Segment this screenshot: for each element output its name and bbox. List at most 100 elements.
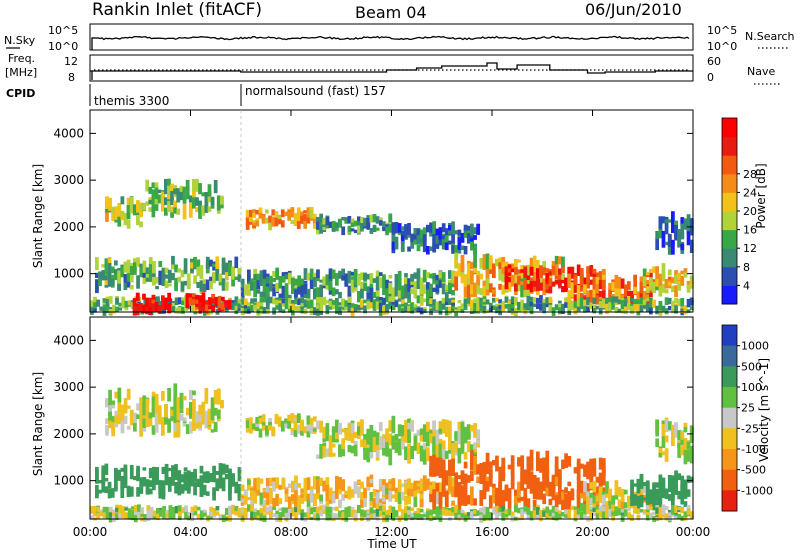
echo-cell	[259, 478, 264, 484]
echo-cell	[209, 306, 214, 315]
echo-cell	[592, 500, 597, 511]
echo-cell	[523, 509, 528, 514]
echo-cell	[306, 424, 311, 432]
echo-cell	[463, 461, 468, 469]
echo-cell	[174, 307, 179, 314]
echo-cell	[127, 300, 132, 306]
echo-cell	[360, 272, 364, 280]
echo-cell	[661, 424, 666, 437]
echo-cell	[407, 510, 411, 515]
echo-cell	[671, 434, 675, 446]
echo-cell	[536, 451, 540, 472]
echo-cell	[268, 222, 272, 231]
echo-cell	[205, 491, 210, 496]
echo-cell	[221, 257, 226, 268]
echo-cell	[432, 275, 437, 280]
echo-cell	[510, 481, 515, 485]
echo-cell	[213, 421, 218, 430]
echo-cell	[667, 476, 672, 488]
echo-cell	[583, 507, 587, 515]
echo-cell	[426, 290, 430, 298]
echo-cell	[664, 506, 669, 511]
echo-cell	[671, 300, 675, 308]
echo-cell	[441, 235, 446, 240]
echo-cell	[391, 478, 396, 492]
echo-cell	[426, 447, 430, 462]
echo-cell	[485, 253, 490, 270]
echo-cell	[341, 299, 346, 306]
echo-cell	[319, 225, 324, 234]
echo-cell	[325, 498, 330, 506]
echo-cell	[542, 459, 547, 481]
echo-cell	[671, 424, 675, 440]
site-title: Rankin Inlet (fitACF)	[92, 0, 262, 20]
echo-cell	[378, 303, 383, 312]
echo-cell	[542, 306, 547, 314]
echo-cell	[165, 509, 170, 514]
echo-cell	[686, 298, 691, 308]
echo-cell	[492, 507, 496, 515]
echo-cell	[517, 275, 521, 285]
echo-cell	[123, 405, 128, 411]
echo-cell	[485, 309, 490, 313]
echo-cell	[363, 272, 367, 279]
echo-cell	[507, 488, 512, 498]
echo-cell	[671, 239, 675, 255]
echo-cell	[520, 508, 525, 515]
echo-cell	[158, 481, 163, 495]
echo-cell	[674, 305, 678, 314]
echo-cell	[457, 229, 462, 236]
echo-cell	[366, 432, 371, 442]
echo-cell	[457, 306, 462, 312]
echo-cell	[576, 489, 581, 510]
echo-cell	[674, 303, 678, 307]
echo-cell	[357, 505, 361, 512]
echo-cell	[316, 292, 320, 300]
echo-cell	[328, 298, 333, 303]
echo-cell	[448, 472, 452, 492]
echo-cell	[400, 301, 405, 308]
echo-cell	[297, 298, 302, 305]
echo-cell	[645, 506, 650, 514]
echo-cell	[683, 511, 688, 518]
echo-cell	[454, 435, 459, 440]
echo-cell	[642, 482, 647, 487]
velocity-colorbar-label: Velocity [m s^-1]	[757, 358, 771, 462]
echo-cell	[567, 298, 572, 304]
echo-cell	[265, 499, 270, 505]
echo-cell	[161, 417, 165, 436]
echo-cell	[360, 514, 364, 521]
echo-cell	[366, 514, 371, 521]
echo-cell	[322, 217, 327, 225]
echo-cell	[171, 308, 176, 313]
echo-cell	[492, 263, 496, 279]
echo-cell	[309, 209, 314, 219]
echo-cell	[328, 268, 333, 280]
freq-trace	[90, 62, 693, 80]
echo-cell	[545, 301, 550, 305]
echo-cell	[501, 513, 506, 521]
echo-cell	[664, 219, 669, 224]
echo-cell	[438, 426, 443, 434]
echo-cell	[347, 216, 352, 224]
echo-cell	[322, 442, 327, 449]
echo-cell	[375, 296, 380, 305]
echo-cell	[542, 278, 547, 284]
echo-cell	[145, 297, 150, 306]
echo-cell	[202, 471, 207, 483]
echo-cell	[129, 266, 134, 275]
echo-cell	[228, 506, 232, 514]
echo-cell	[400, 226, 405, 231]
echo-cell	[413, 495, 418, 508]
echo-cell	[407, 447, 411, 464]
echo-cell	[558, 268, 562, 275]
echo-cell	[639, 473, 644, 484]
echo-cell	[156, 512, 160, 521]
echo-cell	[435, 457, 440, 477]
echo-cell	[432, 466, 437, 472]
echo-cell	[655, 237, 660, 251]
echo-cell	[207, 206, 212, 212]
echo-cell	[335, 289, 339, 295]
echo-cell	[272, 271, 276, 277]
echo-cell	[598, 494, 603, 503]
